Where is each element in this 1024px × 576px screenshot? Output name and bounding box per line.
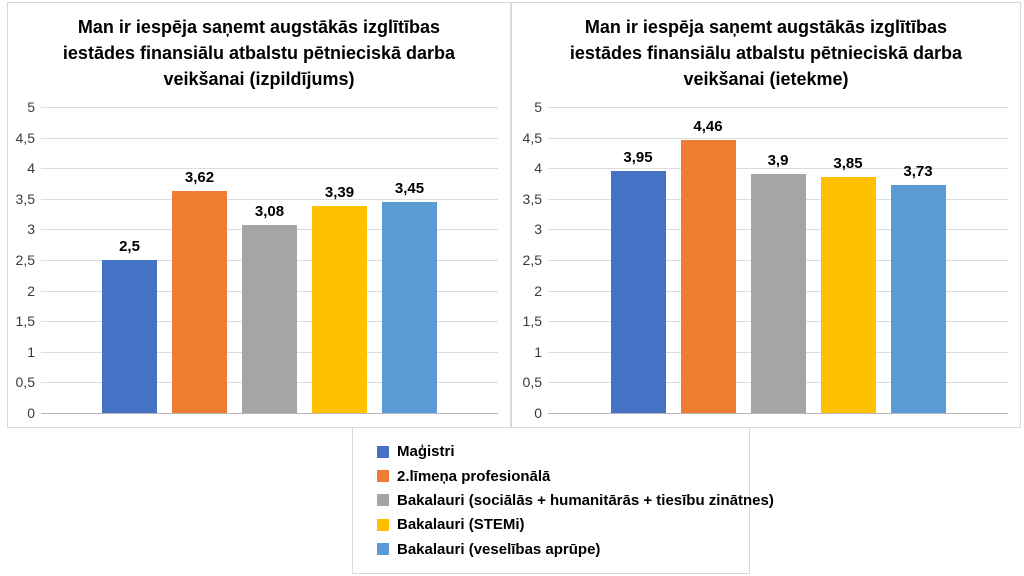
bar-Bakalauri (sociālās + humanitārās + tiesību zinātnes): 3,08 [242,203,297,413]
bar-Bakalauri (STEMi): 3,85 [820,155,876,413]
bar-value-label: 4,46 [693,118,723,136]
y-tick-label: 3 [534,221,542,238]
y-tick-label: 3 [27,221,35,238]
bar-Bakalauri (veselības aprūpe): 3,73 [890,163,946,413]
legend-swatch-icon [377,518,389,531]
gridline [41,107,498,108]
bar-value-label: 3,39 [324,183,355,201]
bar-2.līmeņa profesionālā: 3,62 [172,169,227,413]
bar-group: 3,95 4,46 3,9 3,85 3,73 [548,107,1008,413]
legend-item: Bakalauri (veselības aprūpe) [377,541,741,558]
y-tick-label: 0,5 [15,374,35,391]
legend-item: 2.līmeņa profesionālā [377,468,741,485]
bar-value-label: 3,9 [767,152,789,170]
bar-value-label: 3,08 [254,202,285,220]
legend-swatch-icon [377,470,389,483]
y-tick-label: 2,5 [522,252,542,268]
chart-panel-ietekme: Man ir iespēja saņemt augstākās izglītīb… [511,2,1021,428]
legend-label: Bakalauri (veselības aprūpe) [397,540,601,558]
x-axis-line [41,413,498,414]
y-tick-label: 1,5 [15,313,35,330]
legend-box: Maģistri 2.līmeņa profesionālā Bakalauri (… [352,427,774,574]
gridline [548,138,1008,139]
chart-title: Man ir iespēja saņemt augstākās izglītīb… [569,17,963,89]
y-tick-label: 3,5 [522,190,542,207]
bar-Bakalauri (STEMi): 3,39 [312,184,367,413]
bar-Maģistri: 2,5 [102,238,157,413]
bar-2.līmeņa profesionālā: 4,46 [680,118,736,413]
legend-item: Bakalauri (STEMi) [377,516,741,533]
y-axis: 5 4,5 4 3,5 3 2,5 2 1,5 1 0,5 0 [512,99,542,421]
bar-value-label: 3,85 [833,155,863,173]
legend-label: Bakalauri (sociālās + humanitārās + ties… [397,491,774,509]
chart-panel-izpildijums: Man ir iespēja saņemt augstākās izglītīb… [7,2,511,428]
y-tick-label: 2 [534,282,542,299]
y-tick-label: 5 [534,99,542,115]
y-tick-label: 1 [534,343,542,360]
y-tick-label: 5 [27,99,35,115]
y-tick-label: 2 [27,282,35,299]
bar-value-label: 2,5 [119,238,140,255]
bar-Maģistri: 3,95 [610,149,666,413]
y-tick-label: 1,5 [522,313,542,330]
y-tick-label: 2,5 [15,252,35,268]
legend-item: Bakalauri (sociālās + humanitārās + ties… [377,492,774,509]
legend-swatch-icon [377,543,389,556]
y-tick-label: 4 [27,160,35,177]
y-axis: 5 4,5 4 3,5 3 2,5 2 1,5 1 0,5 0 [8,99,35,421]
legend-label: Maģistri [397,443,455,461]
legend-label: Bakalauri (STEMi) [397,516,525,534]
y-tick-label: 4,5 [15,129,35,146]
bar-value-label: 3,73 [903,162,933,180]
gridline [41,199,498,200]
plot-area: 2,5 3,62 3,08 3,39 3,45 [41,107,498,414]
legend-swatch-icon [377,445,389,458]
y-tick-label: 1 [27,343,35,360]
x-axis-line [548,413,1008,414]
bar-group: 2,5 3,62 3,08 3,39 3,45 [41,107,498,413]
plot-area: 3,95 4,46 3,9 3,85 3,73 [548,107,1008,414]
bar-value-label: 3,62 [184,169,215,187]
y-tick-label: 0,5 [522,374,542,391]
gridline [548,107,1008,108]
y-tick-label: 0 [27,405,35,421]
bar-Bakalauri (veselības aprūpe): 3,45 [382,180,437,413]
bar-value-label: 3,95 [623,149,653,167]
gridline [41,138,498,139]
gridline [548,168,1008,169]
bar-Bakalauri (sociālās + humanitārās + tiesību zinātnes): 3,9 [750,152,806,413]
legend-label: 2.līmeņa profesionālā [397,467,551,485]
y-tick-label: 4,5 [522,129,542,146]
gridline [41,168,498,169]
chart-title: Man ir iespēja saņemt augstākās izglītīb… [62,17,456,89]
y-tick-label: 4 [534,160,542,177]
y-tick-label: 3,5 [15,190,35,207]
legend-item: Maģistri [377,443,741,460]
y-tick-label: 0 [534,405,542,421]
bar-value-label: 3,45 [394,179,425,197]
legend-swatch-icon [377,494,389,507]
